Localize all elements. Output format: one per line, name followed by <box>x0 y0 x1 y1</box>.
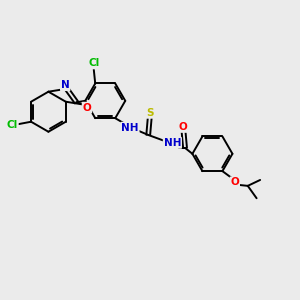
Text: O: O <box>230 177 239 187</box>
Text: O: O <box>82 103 91 112</box>
Text: S: S <box>146 108 154 118</box>
Text: NH: NH <box>164 138 181 148</box>
Text: Cl: Cl <box>88 58 99 68</box>
Text: Cl: Cl <box>7 120 18 130</box>
Text: NH: NH <box>121 123 139 133</box>
Text: O: O <box>178 122 188 132</box>
Text: N: N <box>61 80 70 90</box>
